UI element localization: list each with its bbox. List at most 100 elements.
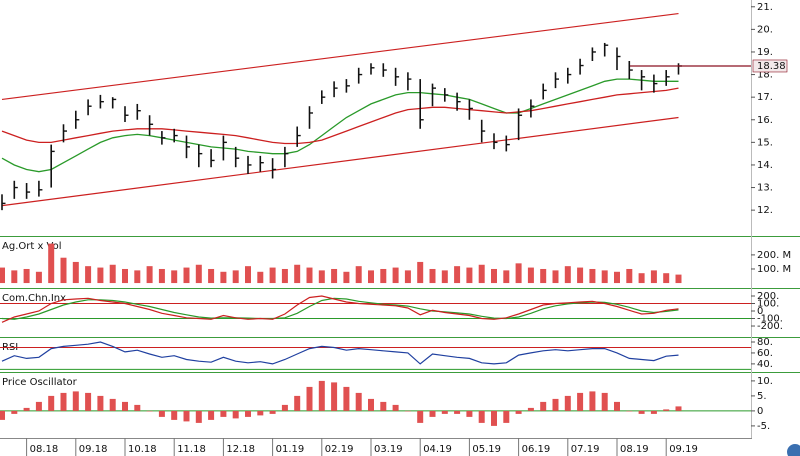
- bar: [515, 263, 522, 284]
- logo-icon: [787, 444, 800, 456]
- bar: [380, 268, 387, 284]
- bar: [331, 268, 338, 284]
- bar: [97, 395, 104, 411]
- bar: [11, 410, 18, 414]
- bar: [614, 401, 620, 411]
- y-tick-label: 200. M: [757, 250, 791, 261]
- bar: [663, 409, 670, 411]
- bar: [220, 271, 227, 284]
- bar: [429, 268, 436, 284]
- bar: [503, 270, 510, 284]
- bar: [109, 264, 116, 284]
- bar: [491, 410, 497, 426]
- moving-average: [1, 87, 679, 145]
- bar: [626, 268, 633, 284]
- bar: [294, 264, 301, 284]
- y-tick-label: -5.: [757, 421, 770, 432]
- bar: [331, 382, 338, 411]
- panel-title: Ag.Ort x Vol: [2, 241, 62, 252]
- bar: [392, 267, 399, 284]
- indicator-line: [1, 297, 679, 320]
- bar: [232, 410, 239, 419]
- bar: [85, 266, 92, 284]
- bar: [232, 270, 239, 284]
- bar: [675, 274, 682, 284]
- y-tick-label: 60.: [757, 348, 773, 359]
- bar: [650, 410, 657, 414]
- bar: [552, 270, 559, 284]
- bar: [380, 401, 387, 411]
- bar: [269, 267, 276, 284]
- bar: [454, 266, 461, 284]
- bar: [503, 410, 510, 423]
- bar: [404, 410, 411, 412]
- bar: [220, 410, 227, 417]
- bar: [589, 268, 596, 284]
- bar: [306, 386, 313, 411]
- indicator-line: [1, 295, 679, 323]
- x-tick-label: 04.19: [423, 444, 452, 455]
- bar: [343, 271, 350, 284]
- bar: [552, 398, 559, 411]
- bar: [158, 410, 165, 417]
- x-tick-label: 08.19: [620, 444, 649, 455]
- bar: [72, 391, 79, 411]
- bar: [306, 267, 313, 284]
- bar: [601, 270, 608, 284]
- bar: [343, 386, 350, 411]
- x-tick-label: 09.18: [79, 444, 108, 455]
- bar: [195, 264, 202, 284]
- bar: [171, 270, 178, 284]
- y-tick-label: 21.: [757, 2, 773, 13]
- bar: [146, 410, 153, 412]
- bar: [48, 243, 55, 284]
- bar: [355, 392, 362, 411]
- bar: [134, 270, 141, 284]
- bar: [281, 268, 288, 284]
- bar: [72, 261, 79, 284]
- bar: [60, 257, 67, 284]
- y-tick-label: 0: [757, 406, 763, 417]
- bar: [601, 392, 608, 411]
- bar: [35, 401, 42, 411]
- x-tick-label: 06.19: [522, 444, 551, 455]
- bar: [417, 410, 424, 423]
- panel-title: Com.Chn.Inx: [2, 293, 66, 304]
- bar: [23, 268, 30, 284]
- bar: [355, 266, 362, 284]
- y-tick-label: 80.: [757, 337, 773, 348]
- bar: [478, 410, 485, 423]
- bar: [195, 410, 202, 423]
- x-tick-label: 07.19: [571, 444, 600, 455]
- x-tick-label: 08.18: [30, 444, 59, 455]
- bar: [0, 410, 5, 420]
- last-price-box: [752, 59, 788, 73]
- bar: [527, 407, 534, 411]
- x-tick-label: 10.18: [128, 444, 157, 455]
- x-tick-label: 03.19: [374, 444, 403, 455]
- y-tick-label: 15.: [757, 137, 773, 148]
- bar: [23, 407, 30, 411]
- moving-average: [1, 78, 679, 173]
- x-tick-label: 11.18: [177, 444, 206, 455]
- bar: [257, 271, 264, 284]
- bar: [48, 395, 55, 411]
- x-tick-label: 01.19: [276, 444, 305, 455]
- x-tick-label: 12.18: [226, 444, 255, 455]
- bar: [109, 398, 116, 411]
- bar: [97, 267, 104, 284]
- bar: [404, 270, 411, 284]
- bar: [183, 410, 190, 422]
- y-tick-label: 18.: [757, 70, 773, 81]
- bar: [368, 270, 374, 284]
- bar: [527, 267, 534, 284]
- y-tick-label: 100. M: [757, 264, 791, 275]
- bar: [0, 267, 5, 284]
- y-tick-label: 10.: [757, 376, 773, 387]
- bar: [245, 266, 251, 284]
- y-tick-label: 14.: [757, 160, 773, 171]
- bar: [257, 410, 264, 416]
- bar: [626, 410, 633, 412]
